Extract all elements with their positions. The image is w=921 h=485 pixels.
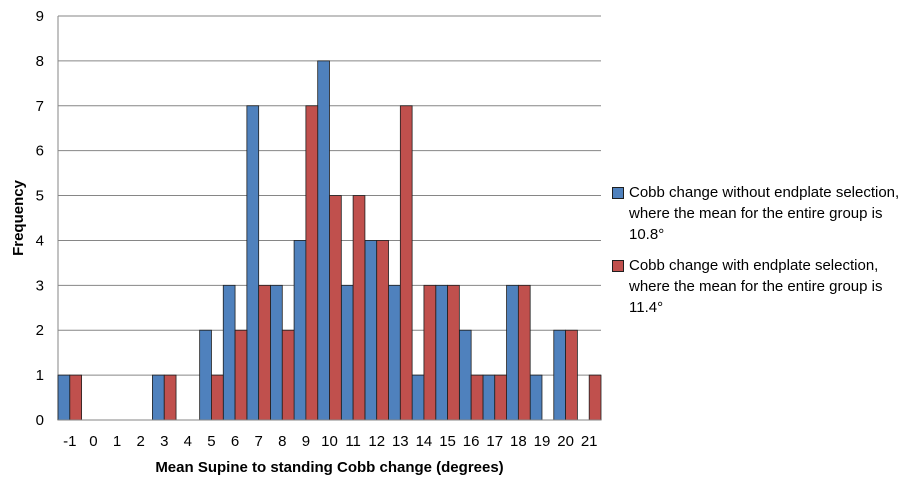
- bar-series-1: [317, 60, 330, 421]
- legend-item-series-1: Cobb change without endplate selection, …: [612, 182, 917, 245]
- x-tick-label: 20: [557, 433, 574, 450]
- x-tick-label: 5: [207, 433, 215, 450]
- x-tick-label: 10: [321, 433, 338, 450]
- x-tick-label: 9: [302, 433, 310, 450]
- bar-series-1: [529, 374, 543, 421]
- bar-series-2: [588, 374, 602, 421]
- bar-series-2: [517, 284, 531, 421]
- bar-series-1: [270, 284, 283, 421]
- bar-series-2: [447, 284, 460, 421]
- x-tick-label: 4: [184, 433, 192, 450]
- x-tick-label: 2: [136, 433, 144, 450]
- x-tick-label: 1: [113, 433, 121, 450]
- bar-series-1: [388, 284, 401, 421]
- legend-swatch-series-1: [612, 187, 624, 199]
- x-tick-label: 6: [231, 433, 239, 450]
- y-tick-label: 0: [36, 412, 44, 429]
- bar-series-2: [470, 374, 484, 421]
- bar-series-2: [305, 105, 319, 421]
- bar-series-2: [281, 329, 295, 421]
- y-tick-label: 9: [36, 8, 44, 25]
- x-tick-label: 19: [534, 433, 551, 450]
- bar-series-2: [494, 374, 507, 421]
- x-axis-title: Mean Supine to standing Cobb change (deg…: [155, 459, 503, 476]
- y-axis-title: Frequency: [10, 179, 27, 256]
- bar-series-2: [234, 329, 248, 421]
- x-tick-label: 21: [581, 433, 598, 450]
- legend-swatch-series-2: [612, 260, 624, 272]
- bar-series-2: [258, 284, 271, 421]
- bar-series-2: [423, 284, 437, 421]
- y-tick-label: 7: [36, 98, 44, 115]
- bar-series-2: [352, 195, 366, 421]
- bar-series-1: [411, 374, 425, 421]
- x-tick-label: 0: [89, 433, 97, 450]
- legend: Cobb change without endplate selection, …: [612, 182, 917, 328]
- x-tick-label: 14: [416, 433, 433, 450]
- y-tick-label: 8: [36, 53, 44, 70]
- x-tick-label: 15: [439, 433, 456, 450]
- bar-series-1: [458, 329, 472, 421]
- x-tick-label: 13: [392, 433, 409, 450]
- x-tick-label: 8: [278, 433, 286, 450]
- bar-series-2: [376, 240, 389, 421]
- bar-series-1: [293, 240, 307, 421]
- bar-series-1: [482, 374, 496, 421]
- y-tick-label: 4: [36, 232, 44, 249]
- y-tick-label: 5: [36, 188, 44, 205]
- bar-series-1: [152, 374, 165, 421]
- bar-series-1: [340, 284, 354, 421]
- bar-series-2: [163, 374, 177, 421]
- bar-series-1: [199, 329, 212, 421]
- bar-series-2: [211, 374, 224, 421]
- bar-series-1: [246, 105, 260, 421]
- x-tick-label: 17: [486, 433, 503, 450]
- x-tick-label: 3: [160, 433, 168, 450]
- y-tick-label: 3: [36, 277, 44, 294]
- bar-series-1: [435, 284, 448, 421]
- bar-series-2: [565, 329, 578, 421]
- y-tick-label: 1: [36, 367, 44, 384]
- x-tick-label: 16: [463, 433, 480, 450]
- bar-series-1: [553, 329, 566, 421]
- x-tick-label: 7: [255, 433, 263, 450]
- x-tick-label: -1: [63, 433, 76, 450]
- x-tick-label: 12: [368, 433, 385, 450]
- legend-label-series-2: Cobb change with endplate selection, whe…: [629, 257, 883, 316]
- y-tick-label: 2: [36, 322, 44, 339]
- legend-label-series-1: Cobb change without endplate selection, …: [629, 184, 900, 243]
- bar-series-1: [222, 284, 236, 421]
- y-tick-label: 6: [36, 143, 44, 160]
- bar-series-2: [329, 195, 342, 421]
- bar-series-1: [364, 240, 378, 421]
- bar-series-1: [57, 374, 71, 421]
- bar-series-2: [399, 105, 413, 421]
- x-tick-label: 18: [510, 433, 527, 450]
- bar-series-1: [506, 284, 519, 421]
- bar-series-2: [69, 374, 83, 421]
- x-tick-label: 11: [345, 433, 361, 450]
- legend-item-series-2: Cobb change with endplate selection, whe…: [612, 255, 917, 318]
